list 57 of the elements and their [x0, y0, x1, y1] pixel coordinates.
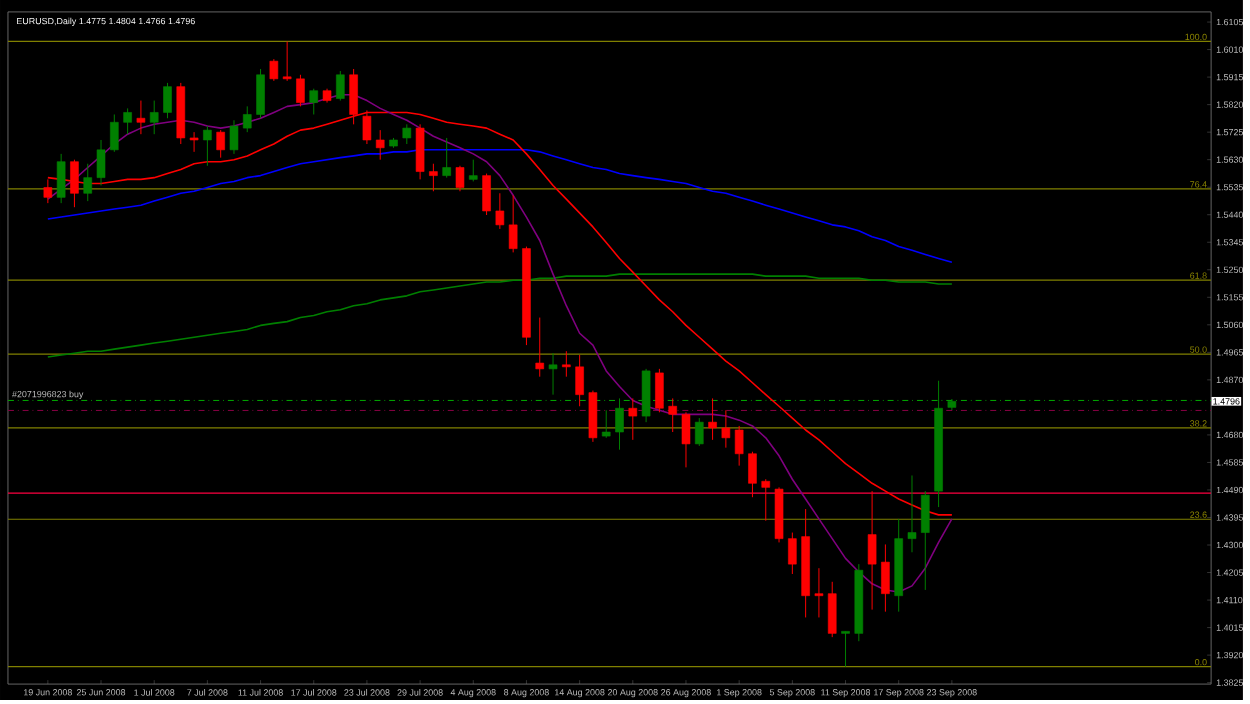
candlestick [694, 417, 704, 447]
candlestick [841, 630, 850, 668]
candlestick [495, 192, 505, 230]
candlestick [761, 478, 771, 522]
candlestick [229, 119, 239, 155]
candlestick [535, 317, 545, 378]
candlestick [110, 114, 119, 153]
candlestick [881, 544, 890, 613]
candlestick [296, 74, 305, 107]
candlestick [575, 354, 584, 407]
candlestick [242, 105, 252, 133]
candlestick [282, 41, 292, 82]
candlestick [508, 194, 518, 253]
candlestick [681, 411, 691, 468]
candlestick [721, 409, 731, 449]
candlestick [668, 398, 677, 433]
candlestick [336, 70, 345, 102]
candlestick [867, 490, 877, 611]
candlestick [588, 390, 598, 443]
candlestick [269, 58, 279, 82]
candlestick [216, 129, 225, 159]
candlestick [601, 409, 611, 439]
candlestick [455, 165, 465, 192]
candlestick [814, 567, 824, 619]
candlestick [615, 398, 624, 451]
candlestick [309, 88, 319, 116]
candlestick [788, 532, 797, 575]
candlestick [442, 137, 451, 179]
candlestick [562, 350, 571, 378]
candlestick [83, 163, 93, 202]
candlestick [96, 139, 106, 187]
candlestick [655, 368, 664, 413]
candlestick [920, 490, 930, 591]
candlestick [123, 107, 132, 135]
candlestick [189, 131, 199, 153]
candlestick [70, 159, 79, 208]
candlestick [43, 178, 53, 204]
candlestick [628, 398, 638, 441]
candlestick [203, 125, 212, 167]
candlestick [136, 100, 146, 135]
candlestick [548, 352, 558, 396]
candlestick [375, 129, 385, 161]
candlestick [748, 451, 757, 498]
candlestick [163, 82, 172, 119]
candlestick [415, 123, 425, 180]
candlestick [482, 173, 491, 216]
candlestick [256, 68, 265, 119]
candlestick [429, 163, 438, 192]
candlestick [56, 153, 66, 204]
candlestick [708, 398, 717, 441]
candlestick [402, 123, 412, 145]
candlestick [827, 581, 837, 638]
candlestick [641, 368, 651, 423]
candlestick [734, 425, 744, 467]
candlestick [907, 475, 917, 553]
candlestick [468, 159, 478, 182]
candlestick [149, 100, 159, 135]
